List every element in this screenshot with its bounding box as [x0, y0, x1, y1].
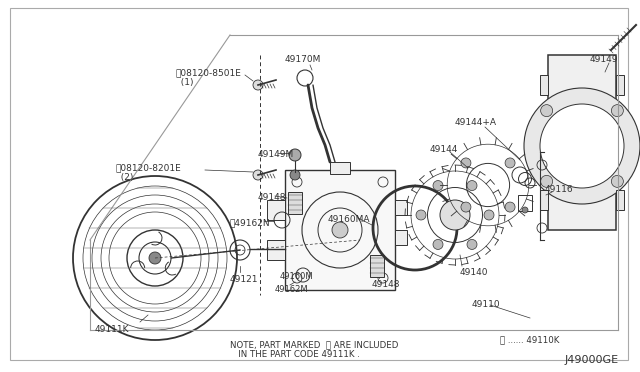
Text: IN THE PART CODE 49111K .: IN THE PART CODE 49111K . — [230, 350, 360, 359]
Bar — [267, 200, 285, 220]
Circle shape — [416, 210, 426, 220]
Text: 49162M: 49162M — [275, 285, 308, 294]
Bar — [616, 75, 624, 95]
Circle shape — [524, 88, 640, 204]
Circle shape — [541, 105, 553, 117]
Circle shape — [149, 252, 161, 264]
Circle shape — [467, 180, 477, 190]
Bar — [548, 55, 616, 230]
Bar — [330, 162, 350, 174]
Circle shape — [541, 175, 553, 187]
Text: 49149M: 49149M — [258, 150, 294, 159]
Bar — [518, 195, 532, 211]
Bar — [540, 75, 548, 95]
Circle shape — [433, 180, 443, 190]
Text: 49148: 49148 — [372, 280, 401, 289]
Text: 49170M: 49170M — [285, 55, 321, 64]
Text: ⒢49162N: ⒢49162N — [230, 218, 271, 227]
Text: ⒢ ...... 49110K: ⒢ ...... 49110K — [500, 335, 559, 344]
Circle shape — [433, 240, 443, 250]
Circle shape — [253, 80, 263, 90]
Circle shape — [461, 202, 471, 212]
Text: 49160M: 49160M — [280, 272, 314, 281]
Circle shape — [611, 105, 623, 117]
Bar — [395, 230, 407, 245]
Bar — [395, 200, 407, 215]
Text: (2): (2) — [115, 173, 133, 182]
Circle shape — [484, 210, 494, 220]
Circle shape — [467, 240, 477, 250]
Bar — [285, 170, 395, 290]
Circle shape — [505, 158, 515, 168]
Circle shape — [253, 170, 263, 180]
Bar — [370, 255, 384, 277]
Circle shape — [505, 202, 515, 212]
Circle shape — [290, 170, 300, 180]
Circle shape — [461, 158, 471, 168]
Text: 49160MA: 49160MA — [328, 215, 371, 224]
Circle shape — [289, 149, 301, 161]
Text: 49121: 49121 — [230, 275, 259, 284]
Text: 49144+A: 49144+A — [455, 118, 497, 127]
Text: 49144: 49144 — [430, 145, 458, 154]
Text: 49148: 49148 — [258, 193, 287, 202]
Text: 49111K: 49111K — [95, 325, 129, 334]
Circle shape — [522, 207, 528, 213]
Text: J49000GE: J49000GE — [565, 355, 619, 365]
Bar — [540, 190, 548, 210]
Text: 49110: 49110 — [472, 300, 500, 309]
Circle shape — [440, 200, 470, 230]
Bar — [267, 240, 285, 260]
Text: 49116: 49116 — [545, 185, 573, 194]
Text: (1): (1) — [175, 78, 193, 87]
Text: 49140: 49140 — [460, 268, 488, 277]
Text: Ⓒ08120-8201E: Ⓒ08120-8201E — [115, 163, 180, 172]
Text: Ⓒ08120-8501E: Ⓒ08120-8501E — [175, 68, 241, 77]
Circle shape — [332, 222, 348, 238]
Text: NOTE, PART MARKED  Ⓑ ARE INCLUDED: NOTE, PART MARKED Ⓑ ARE INCLUDED — [230, 340, 398, 349]
Bar — [616, 190, 624, 210]
Circle shape — [540, 104, 624, 188]
Text: 49149: 49149 — [590, 55, 618, 64]
Bar — [288, 192, 302, 214]
Circle shape — [611, 175, 623, 187]
